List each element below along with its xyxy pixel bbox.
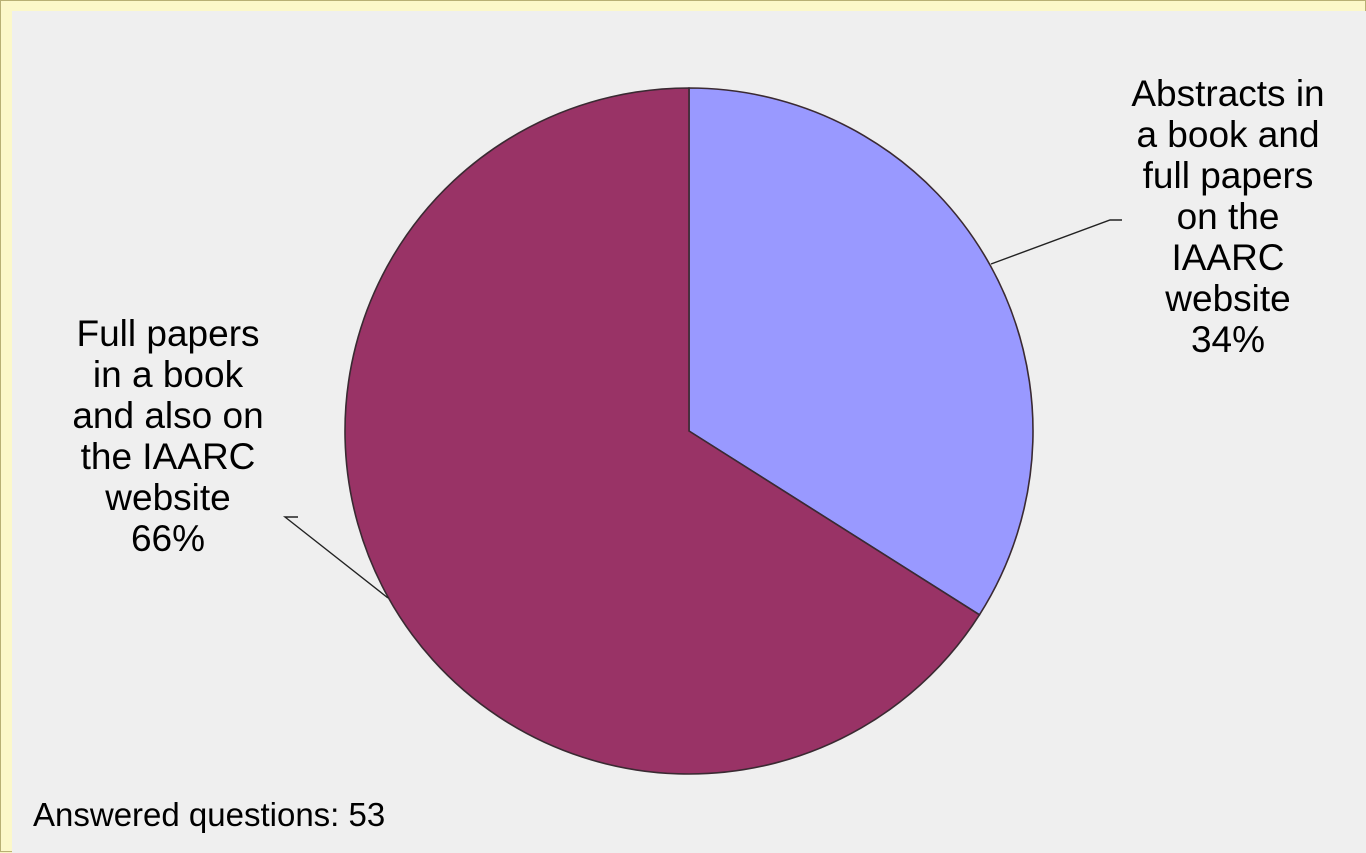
pie-slice-1	[344, 87, 981, 775]
leader-line-0	[990, 219, 1122, 265]
pie-slices	[344, 87, 1034, 775]
slice-label-abstracts-text: Abstracts in a book and full papers on t…	[1131, 73, 1325, 319]
slice-label-full-papers: Full papers in a book and also on the IA…	[30, 313, 306, 559]
slice-label-full-papers-text: Full papers in a book and also on the IA…	[72, 313, 264, 518]
leader-line-1	[282, 516, 389, 599]
pie-slice-0	[688, 87, 1034, 616]
leader-lines	[282, 219, 1122, 599]
slice-label-full-papers-percent: 66%	[130, 518, 206, 559]
slice-label-abstracts: Abstracts in a book and full papers on t…	[1090, 73, 1366, 360]
slice-label-abstracts-percent: 34%	[1190, 319, 1266, 360]
answered-questions-note: Answered questions: 53	[33, 796, 386, 833]
